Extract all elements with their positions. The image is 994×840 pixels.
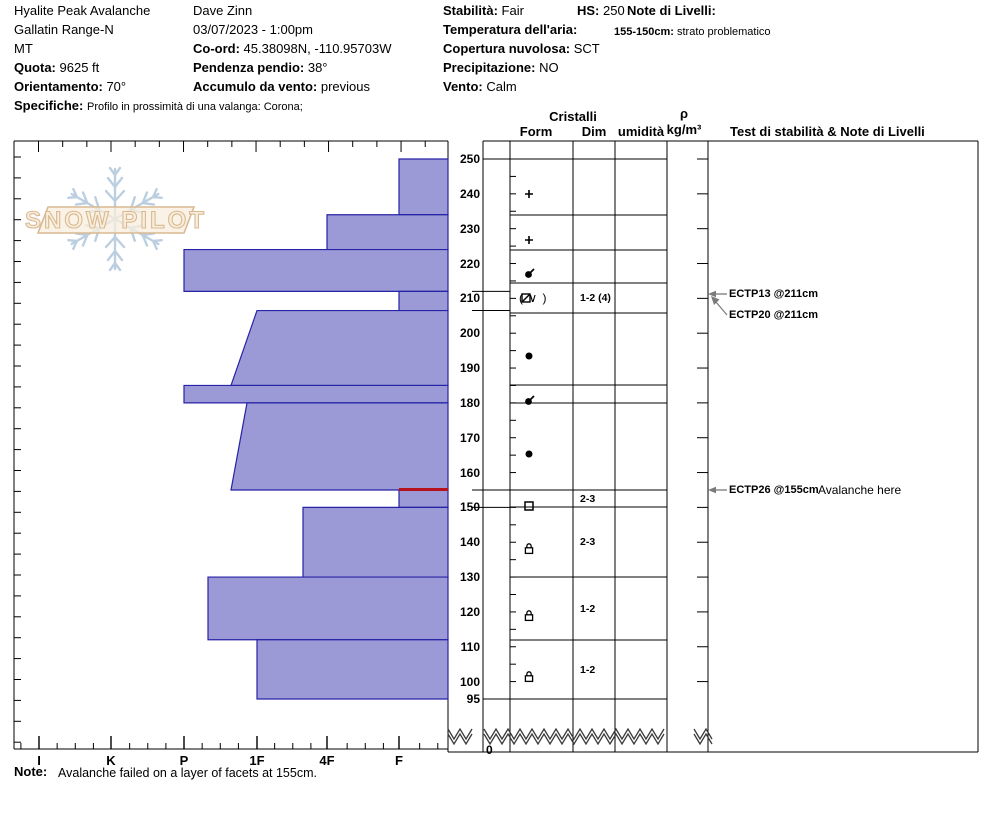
layer-bar-10 (207, 576, 449, 641)
header-site-line1: Hyalite Peak Avalanche (14, 3, 151, 18)
hardness-label-F: F (395, 753, 403, 768)
header-observer-line5: Accumulo da vento: previous (193, 79, 370, 94)
header-conditions-line1: Stabilità: Fair (443, 3, 524, 18)
header-hs-line1: HS: 250 (577, 3, 625, 18)
dim-cell-layer9: 2-3 (580, 536, 596, 548)
dim-cell-layer10: 1-2 (580, 602, 596, 615)
test-result-label-3: ECTP26 @155cm (729, 484, 819, 496)
layer-bar-3 (183, 248, 449, 292)
depth-label-200: 200 (459, 326, 480, 341)
layer-bar-6 (183, 384, 449, 404)
density-units-header: kg/m³ (666, 122, 702, 137)
layer-bar-4 (398, 290, 449, 312)
dim-cell-layer4: 1-2 (4) (580, 292, 611, 304)
crystal-table-header: Cristalli (549, 109, 597, 124)
depth-label-160: 160 (459, 465, 480, 480)
pit-bottom-break (693, 732, 713, 746)
dim-column-header: Dim (581, 124, 607, 139)
footer-note-text: Avalanche failed on a layer of facets at… (58, 766, 317, 780)
header-site-line2: Gallatin Range-N (14, 22, 114, 37)
pit-bottom-break (483, 732, 665, 746)
faceted-crystals-icon (524, 500, 534, 511)
test-result-label-2: ECTP20 @211cm (729, 309, 818, 321)
depth-label-240: 240 (459, 186, 480, 201)
layer-bar-1 (398, 158, 449, 216)
hardness-label-P: P (179, 753, 189, 768)
depth-label-250: 250 (459, 152, 480, 166)
layer-bar-5 (230, 309, 449, 387)
header-observer-line4: Pendenza pendio: 38° (193, 60, 328, 75)
depth-label-120: 120 (459, 604, 480, 619)
depth-hoar-icon (524, 543, 534, 555)
arrow-diagonal-icon (711, 296, 720, 305)
depth-label-140: 140 (459, 535, 480, 550)
decomposing-fragments-icon (525, 395, 535, 405)
depth-label-95: 95 (466, 692, 480, 706)
logo-text: SNOW PILOT (25, 207, 207, 234)
header-level-note: 155-150cm: strato problematico (614, 26, 771, 38)
arrow-left-icon (708, 486, 716, 494)
new-snow-icon (525, 190, 533, 198)
hardness-label-4F: 4F (319, 753, 335, 768)
pit-bottom-break (447, 732, 473, 746)
header-conditions-line4: Precipitazione: NO (443, 60, 559, 75)
pit-bottom-break (483, 727, 665, 741)
depth-label-170: 170 (459, 430, 480, 445)
near-surface-facets-icon (521, 293, 531, 303)
dim-cell-layer8: 2-3 (580, 492, 596, 505)
header-site-line3: MT (14, 41, 33, 56)
test-result-label-1: ECTP13 @211cm (729, 288, 818, 300)
layer-bar-9 (302, 506, 449, 578)
rounded-grains-icon (525, 352, 533, 360)
header-observer-line2: 03/07/2023 - 1:00pm (193, 22, 313, 37)
humidity-column-header: umidità (617, 124, 665, 139)
layer-bar-11 (256, 639, 449, 700)
snowpilot-logo: SNOW PILOT (24, 166, 207, 272)
depth-hoar-icon (524, 609, 534, 621)
dim-cell-layer11: 1-2 (580, 663, 596, 676)
layer-bar-2 (326, 214, 449, 251)
density-symbol-header: ρ (679, 106, 689, 121)
header-site-line4: Quota: 9625 ft (14, 60, 100, 75)
pit-bottom-break (693, 727, 713, 741)
rounded-grains-icon (525, 450, 533, 457)
header-site-line5: Orientamento: 70° (14, 79, 127, 94)
depth-label-100: 100 (459, 674, 480, 689)
decomposing-fragments-icon (525, 267, 535, 278)
test-comment-3: Avalanche here (818, 483, 902, 497)
hardness-label-K: K (106, 753, 116, 768)
depth-label-210: 210 (459, 291, 480, 306)
hardness-label-1F: 1F (249, 753, 265, 768)
logo-banner (36, 206, 196, 234)
header-observer-line1: Dave Zinn (193, 3, 253, 18)
stability-tests-header: Test di stabilità & Note di Livelli (730, 124, 925, 139)
pit-bottom-break (447, 727, 473, 741)
hardness-label-I: I (37, 753, 41, 768)
depth-label-190: 190 (459, 361, 480, 376)
depth-label-130: 130 (459, 570, 480, 585)
new-snow-icon (525, 235, 533, 244)
arrow-left-icon (708, 290, 716, 298)
header-observer-line3: Co-ord: 45.38098N, -110.95703W (193, 41, 392, 56)
depth-label-0: 0 (486, 743, 493, 757)
header-conditions-line2: Temperatura dell'aria: (443, 22, 578, 37)
depth-label-180: 180 (459, 395, 480, 410)
depth-hoar-icon (524, 670, 534, 682)
header-specifiche-line: Specifiche: Profilo in prossimità di una… (14, 98, 303, 114)
depth-label-110: 110 (460, 639, 480, 654)
form-column-header: Form (519, 124, 553, 139)
header-conditions-line3: Copertura nuvolosa: SCT (443, 41, 600, 56)
footer-note-label: Note: (14, 764, 48, 779)
form-cell-layer4: ( ∨ ) (519, 291, 548, 305)
depth-label-220: 220 (459, 256, 480, 271)
header-conditions-line5: Vento: Calm (443, 79, 517, 94)
layer-bar-8 (398, 489, 449, 508)
depth-label-150: 150 (459, 500, 480, 515)
layer-bar-7 (230, 402, 449, 491)
depth-label-230: 230 (459, 221, 480, 236)
header-note-livelli-line1: Note di Livelli: (627, 3, 716, 18)
